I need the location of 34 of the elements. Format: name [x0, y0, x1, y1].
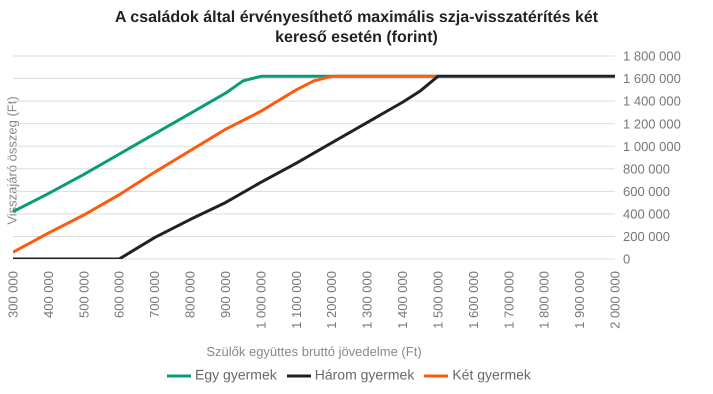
y-tick-label: 400 000 [623, 206, 670, 222]
x-tick-label: 2 000 000 [608, 271, 622, 329]
x-tick-label: 900 000 [218, 271, 233, 318]
x-tick-label: 700 000 [147, 271, 162, 318]
y-tick-label: 800 000 [623, 161, 670, 176]
x-tick-label: 300 000 [6, 271, 20, 318]
y-tick-label: 1 600 000 [623, 71, 681, 86]
x-tick-label: 400 000 [40, 271, 56, 318]
x-tick-label: 1 500 000 [430, 271, 446, 329]
y-tick-label: 200 000 [623, 229, 670, 244]
y-tick-label: 600 000 [623, 184, 670, 199]
y-axis-title: Visszajáró összeg (Ft) [4, 96, 20, 224]
y-tick-label: 1 400 000 [623, 94, 681, 109]
chart-title: A családok által érvényesíthető maximális szja-visszatérítés két kereső esetén (forint) [114, 8, 600, 48]
x-tick-label: 800 000 [182, 271, 198, 318]
x-tick-label: 1 200 000 [324, 271, 340, 329]
legend-label: Egy gyermek [195, 366, 277, 383]
x-tick-label: 1 400 000 [395, 271, 410, 329]
x-tick-label: 1 100 000 [288, 271, 304, 329]
x-tick-label: 600 000 [112, 271, 127, 318]
x-tick-label: 1 700 000 [501, 271, 516, 329]
x-tick-label: 1 000 000 [253, 271, 268, 329]
legend-label: Két gyermek [452, 366, 531, 383]
y-tick-label: 1 800 000 [623, 48, 681, 64]
x-tick-label: 1 300 000 [360, 271, 375, 329]
x-tick-label: 500 000 [76, 271, 92, 318]
x-axis-title: Szülők együttes bruttó jövedelme (Ft) [206, 344, 422, 359]
x-tick-label: 1 800 000 [536, 271, 552, 329]
y-tick-label: 1 200 000 [623, 116, 681, 132]
legend-label: Három gyermek [314, 366, 414, 383]
y-tick-label: 1 000 000 [623, 138, 681, 154]
x-tick-label: 1 600 000 [466, 271, 481, 329]
y-tick-label: 0 [623, 252, 630, 267]
x-tick-label: 1 900 000 [572, 271, 588, 329]
